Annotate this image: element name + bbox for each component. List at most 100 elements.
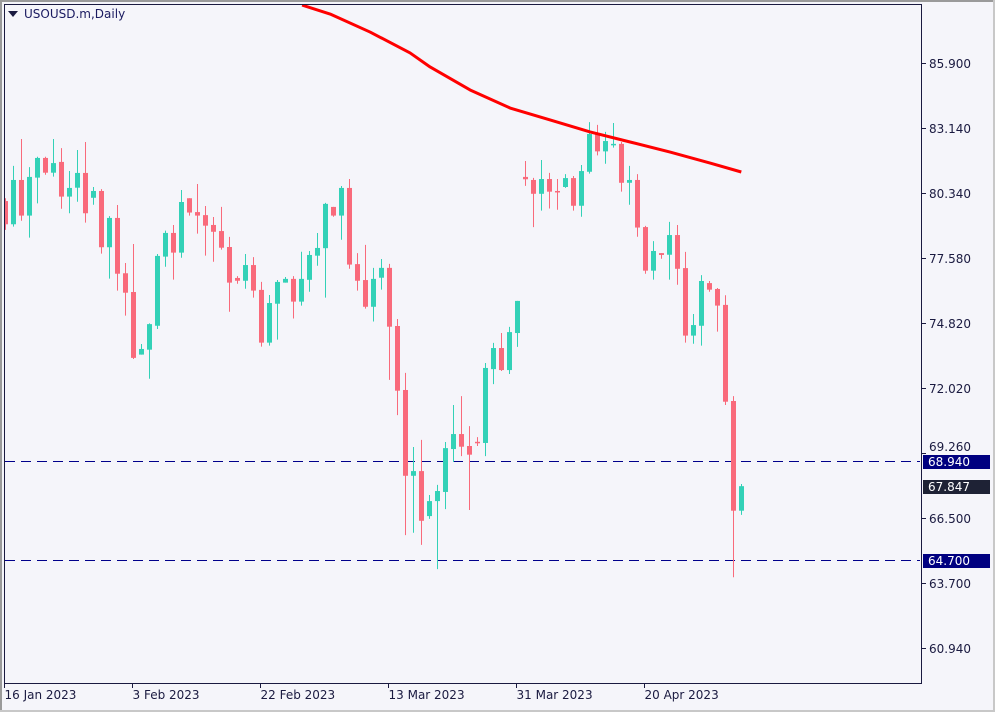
- candle-body: [323, 203, 328, 249]
- candle: [707, 280, 712, 292]
- candle-body: [339, 187, 344, 216]
- candle-body: [403, 389, 408, 476]
- candle-body: [187, 198, 192, 213]
- candle: [563, 174, 568, 188]
- candle-body: [675, 235, 680, 269]
- candle: [347, 179, 352, 269]
- candle: [283, 277, 288, 283]
- candle-body: [619, 143, 624, 183]
- candle: [667, 221, 672, 280]
- candle: [491, 342, 496, 385]
- candle-body: [259, 289, 264, 343]
- candle: [331, 206, 336, 217]
- candle: [379, 258, 384, 290]
- price-tick-label: 74.820: [929, 316, 971, 331]
- candle-body: [603, 141, 608, 152]
- candle: [171, 224, 176, 280]
- candle: [699, 275, 704, 346]
- candle: [499, 333, 504, 372]
- date-tick-label: 16 Jan 2023: [4, 688, 77, 702]
- candle-body: [155, 255, 160, 326]
- candle-body: [635, 179, 640, 228]
- candle: [739, 483, 744, 515]
- candle-body: [227, 247, 232, 283]
- candle: [275, 280, 280, 340]
- candle-body: [163, 232, 168, 257]
- candle-body: [467, 446, 472, 455]
- candle: [315, 232, 320, 266]
- candle: [219, 206, 224, 250]
- price-tick-label: 60.940: [929, 641, 971, 656]
- candle: [211, 217, 216, 262]
- candle-body: [539, 179, 544, 194]
- candle: [395, 318, 400, 416]
- candle-body: [275, 281, 280, 304]
- candle-body: [547, 179, 552, 192]
- candle-body: [499, 348, 504, 371]
- dropdown-triangle-icon[interactable]: [8, 11, 18, 17]
- candle-body: [379, 267, 384, 278]
- candle-body: [5, 201, 8, 225]
- candle: [139, 344, 144, 355]
- plot-area-border: [4, 4, 922, 684]
- candle-body: [51, 163, 56, 173]
- horizontal-lines: [5, 461, 920, 561]
- candle: [59, 148, 64, 209]
- candle: [91, 186, 96, 205]
- candle-body: [595, 134, 600, 152]
- candle-body: [459, 434, 464, 447]
- candle: [651, 241, 656, 280]
- candle: [595, 124, 600, 156]
- candle-body: [363, 280, 368, 307]
- candle-body: [475, 441, 480, 444]
- symbol-timeframe-label: USOUSD.m,Daily: [24, 7, 126, 21]
- candle: [27, 167, 32, 238]
- candle-body: [211, 224, 216, 232]
- candle-body: [387, 267, 392, 327]
- candle-body: [83, 172, 88, 214]
- candle-body: [683, 268, 688, 336]
- candle-body: [411, 471, 416, 476]
- window-frame-bottom: [0, 710, 995, 712]
- price-tick-label: 77.580: [929, 251, 971, 266]
- candle-body: [267, 303, 272, 343]
- date-tick-label: 3 Feb 2023: [132, 688, 200, 702]
- candle: [619, 141, 624, 192]
- candle-body: [451, 434, 456, 450]
- current-price-label: 67.847: [923, 480, 990, 494]
- candle-body: [35, 157, 40, 178]
- candle-body: [139, 348, 144, 355]
- chart-title[interactable]: USOUSD.m,Daily: [8, 7, 125, 21]
- candle: [547, 172, 552, 209]
- candle: [115, 205, 120, 291]
- candle: [131, 243, 136, 360]
- candle-body: [179, 201, 184, 253]
- candle-body: [195, 212, 200, 216]
- candle-body: [627, 179, 632, 183]
- candle: [323, 202, 328, 298]
- candle-body: [171, 232, 176, 253]
- hline-price-label: 64.700: [923, 554, 990, 568]
- candle: [579, 164, 584, 217]
- candle: [251, 257, 256, 298]
- candle-body: [659, 253, 664, 255]
- candle-body: [315, 247, 320, 256]
- price-tick-label: 72.020: [929, 381, 971, 396]
- candle: [387, 263, 392, 380]
- candle: [11, 165, 16, 227]
- candle: [187, 198, 192, 216]
- candle-body: [715, 288, 720, 306]
- candle: [539, 160, 544, 211]
- window-frame-right: [993, 0, 995, 712]
- date-tick-label: 22 Feb 2023: [260, 688, 336, 702]
- price-axis-ticks: [921, 63, 926, 649]
- candle: [5, 198, 8, 230]
- candle-body: [555, 190, 560, 193]
- candle-body: [115, 217, 120, 274]
- time-axis-ticks: [4, 683, 645, 688]
- candle: [259, 281, 264, 347]
- candle: [675, 224, 680, 285]
- candle: [443, 442, 448, 510]
- candle: [691, 314, 696, 344]
